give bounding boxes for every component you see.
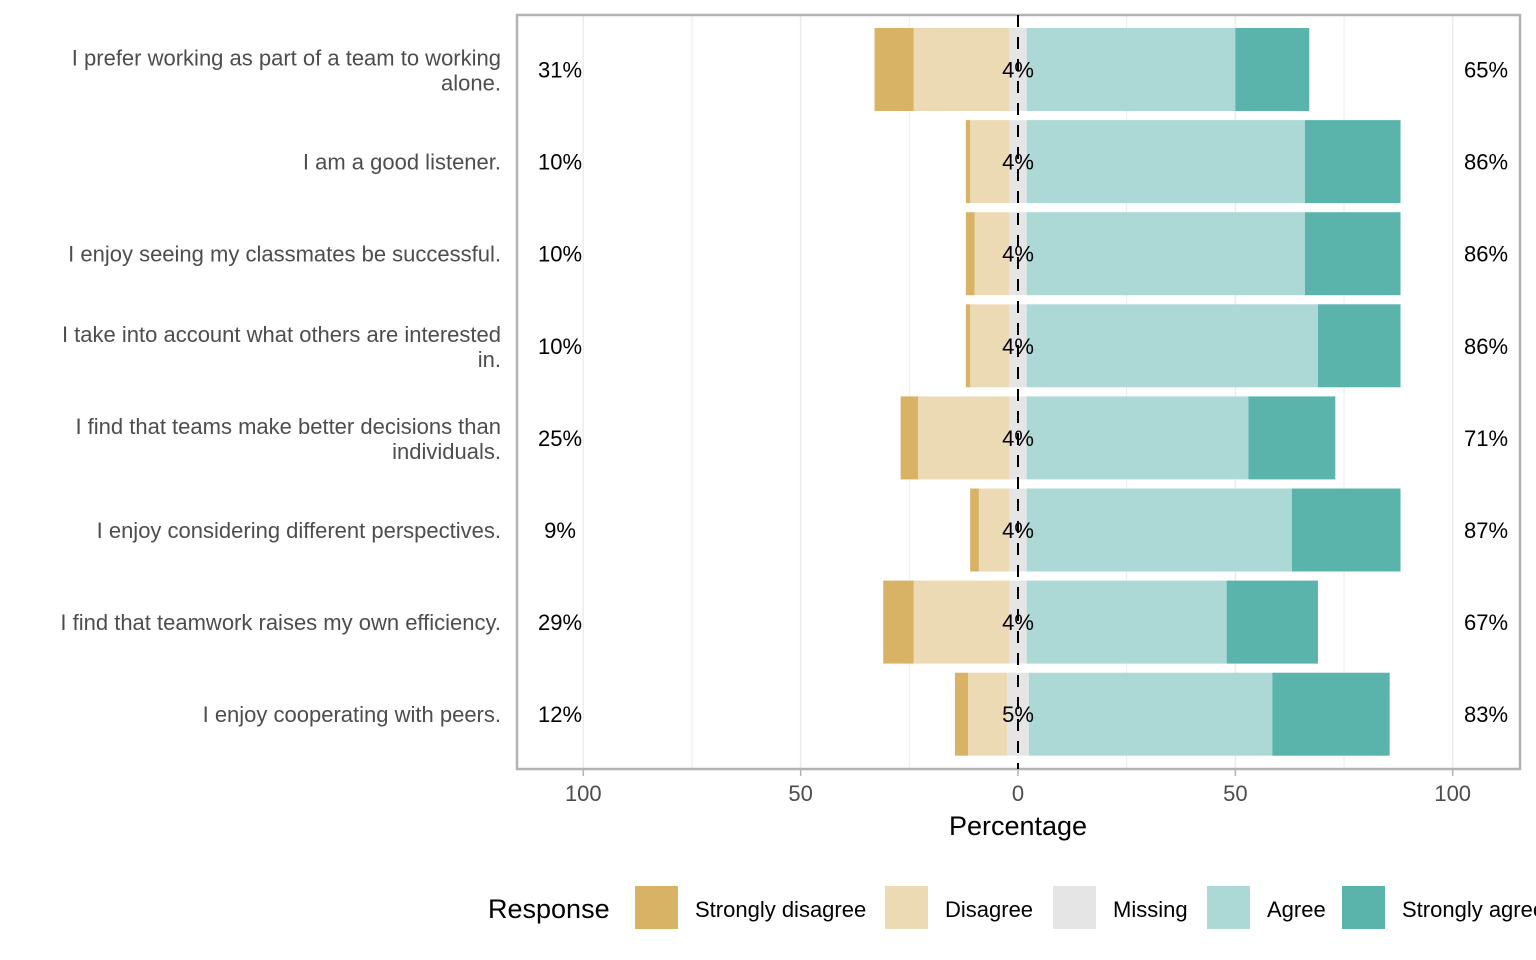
bar-strongly-disagree <box>965 212 975 296</box>
bar-disagree <box>913 28 1010 111</box>
x-axis-title: Percentage <box>949 811 1087 841</box>
bar-missing <box>1018 580 1027 664</box>
left-percent-label: 10% <box>538 334 582 359</box>
bar-missing <box>1018 212 1027 296</box>
bar-strongly-disagree <box>970 488 979 572</box>
bar-strongly-disagree <box>965 120 971 204</box>
left-percent-label: 31% <box>538 58 582 83</box>
legend-label: Agree <box>1267 897 1326 922</box>
legend-label: Strongly agree <box>1402 897 1536 922</box>
bar-strongly-disagree <box>900 396 919 480</box>
x-tick-label: 0 <box>1012 781 1024 806</box>
bar-missing <box>1009 396 1018 480</box>
bar-disagree <box>978 488 1010 572</box>
bar-disagree <box>968 672 1008 756</box>
legend-label: Disagree <box>945 897 1033 922</box>
bar-disagree <box>970 304 1010 388</box>
bar-agree <box>1026 304 1318 388</box>
bar-strongly-agree <box>1317 304 1401 388</box>
right-percent-label: 67% <box>1464 610 1508 635</box>
bar-strongly-disagree <box>965 304 971 388</box>
right-percent-label: 87% <box>1464 518 1508 543</box>
legend-label: Strongly disagree <box>695 897 866 922</box>
legend: Response Strongly disagree Disagree Missin… <box>488 886 1536 929</box>
y-category-label: I take into account what others are inte… <box>62 322 501 372</box>
legend-label: Missing <box>1113 897 1188 922</box>
x-tick-label: 50 <box>788 781 812 806</box>
y-axis-labels: I prefer working as part of a team to wo… <box>60 46 501 728</box>
legend-title: Response <box>488 894 610 924</box>
bar-missing <box>1009 212 1018 296</box>
x-tick-label: 50 <box>1223 781 1247 806</box>
bar-strongly-agree <box>1235 28 1310 111</box>
bar-strongly-disagree <box>954 672 969 756</box>
bars <box>874 28 1401 756</box>
right-percent-label: 86% <box>1464 242 1508 267</box>
bar-missing <box>1009 120 1018 204</box>
bar-missing <box>1009 28 1018 111</box>
legend-swatch <box>885 886 928 929</box>
y-category-label: I enjoy seeing my classmates be successf… <box>68 242 501 267</box>
bar-missing <box>1009 580 1018 664</box>
right-percent-label: 65% <box>1464 58 1508 83</box>
bar-agree <box>1026 120 1305 204</box>
bar-disagree <box>974 212 1010 296</box>
x-axis: 100 50 0 50 100 <box>565 769 1471 806</box>
x-tick-label: 100 <box>565 781 602 806</box>
left-percent-label: 10% <box>538 150 582 175</box>
bar-strongly-agree <box>1291 488 1401 572</box>
bar-agree <box>1026 488 1292 572</box>
left-percent-label: 10% <box>538 242 582 267</box>
bar-missing <box>1018 396 1027 480</box>
left-percent-label: 9% <box>544 518 576 543</box>
bar-strongly-disagree <box>883 580 914 664</box>
bar-disagree <box>913 580 1010 664</box>
y-category-label: I am a good listener. <box>303 150 501 175</box>
bar-agree <box>1026 28 1236 111</box>
bar-strongly-agree <box>1248 396 1336 480</box>
right-percent-label: 86% <box>1464 150 1508 175</box>
bar-missing <box>1018 28 1027 111</box>
bar-missing <box>1018 488 1027 572</box>
legend-swatch <box>1342 886 1385 929</box>
bar-disagree <box>918 396 1010 480</box>
bar-strongly-agree <box>1304 120 1401 204</box>
x-tick-label: 100 <box>1434 781 1471 806</box>
y-category-label: I find that teams make better decisions … <box>75 414 501 464</box>
bar-agree <box>1026 396 1249 480</box>
left-percent-label: 12% <box>538 702 582 727</box>
bar-disagree <box>970 120 1010 204</box>
bar-strongly-disagree <box>874 28 914 111</box>
bar-missing <box>1018 120 1027 204</box>
legend-swatch <box>635 886 678 929</box>
y-category-label: I enjoy cooperating with peers. <box>203 702 501 727</box>
bar-missing <box>1018 304 1027 388</box>
y-category-label: I find that teamwork raises my own effic… <box>60 610 501 635</box>
y-category-label: I enjoy considering different perspectiv… <box>97 518 501 543</box>
bar-missing <box>1007 672 1018 756</box>
bar-strongly-agree <box>1304 212 1401 296</box>
bar-agree <box>1026 212 1305 296</box>
bar-missing <box>1018 672 1029 756</box>
bar-agree <box>1028 672 1273 756</box>
right-percent-label: 83% <box>1464 702 1508 727</box>
legend-swatch <box>1053 886 1096 929</box>
bar-strongly-agree <box>1226 580 1318 664</box>
left-percent-label: 25% <box>538 426 582 451</box>
bar-strongly-agree <box>1272 672 1390 756</box>
legend-swatch <box>1207 886 1250 929</box>
right-percent-label: 71% <box>1464 426 1508 451</box>
bar-missing <box>1009 304 1018 388</box>
left-percent-label: 29% <box>538 610 582 635</box>
right-percent-label: 86% <box>1464 334 1508 359</box>
bar-agree <box>1026 580 1227 664</box>
y-category-label: I prefer working as part of a team to wo… <box>72 46 501 96</box>
bar-missing <box>1009 488 1018 572</box>
